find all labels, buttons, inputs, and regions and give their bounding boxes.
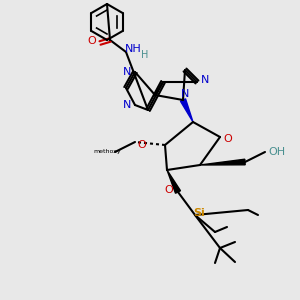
Text: O: O bbox=[138, 140, 146, 150]
Text: N: N bbox=[123, 67, 131, 77]
Polygon shape bbox=[181, 99, 193, 122]
Text: Si: Si bbox=[193, 208, 205, 218]
Text: N: N bbox=[123, 100, 131, 110]
Polygon shape bbox=[200, 159, 245, 165]
Text: OH: OH bbox=[268, 147, 286, 157]
Text: methoxy: methoxy bbox=[93, 149, 121, 154]
Text: O: O bbox=[165, 185, 173, 195]
Text: O: O bbox=[88, 36, 96, 46]
Text: N: N bbox=[181, 89, 189, 99]
Text: N: N bbox=[201, 75, 209, 85]
Polygon shape bbox=[167, 170, 181, 193]
Text: O: O bbox=[224, 134, 232, 144]
Text: H: H bbox=[141, 50, 149, 60]
Text: NH: NH bbox=[124, 44, 141, 54]
